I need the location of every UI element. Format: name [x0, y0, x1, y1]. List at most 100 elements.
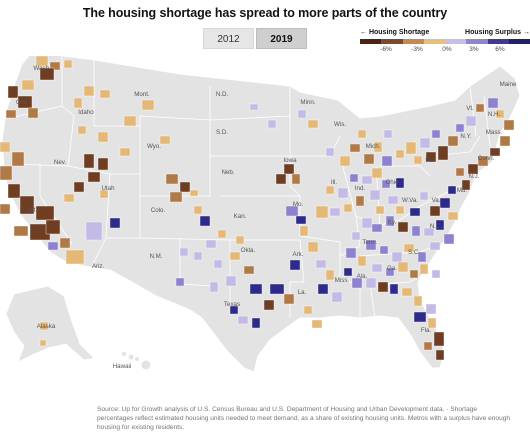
metro-area	[423, 227, 435, 237]
state-label: Nev.	[54, 159, 67, 166]
legend-swatch	[487, 39, 509, 44]
state-label: Texas	[224, 301, 240, 308]
metro-area	[325, 269, 335, 281]
metro-area	[65, 249, 85, 265]
state-label: La.	[298, 289, 307, 296]
state-label: N.J.	[468, 173, 479, 180]
state-label: Mont.	[134, 91, 150, 98]
metro-area	[315, 205, 329, 219]
state-label: Conn.	[478, 155, 495, 162]
metro-area	[99, 189, 109, 199]
metro-area	[363, 153, 375, 165]
metro-area	[285, 205, 299, 217]
state-label: Ark.	[292, 251, 303, 258]
state-label: S.C.	[408, 249, 420, 256]
metro-area	[209, 281, 219, 293]
metro-area	[315, 259, 327, 269]
state-label: N.D.	[216, 91, 229, 98]
metro-area	[375, 205, 385, 215]
metro-area	[447, 185, 457, 195]
year-2019-button[interactable]: 2019	[256, 28, 307, 49]
metro-area	[295, 215, 307, 225]
chart-title: The housing shortage has spread to more …	[82, 6, 448, 20]
state-label: Maine	[500, 81, 517, 88]
metro-area	[395, 177, 405, 189]
metro-area	[141, 99, 155, 111]
metro-area	[159, 135, 171, 145]
metro-area	[283, 293, 295, 305]
state-label: Ohio	[385, 179, 399, 186]
metro-area	[269, 283, 285, 295]
metro-area	[83, 153, 95, 169]
metro-area	[349, 173, 359, 183]
metro-area	[429, 241, 441, 251]
state-labels: Wash. Ore. Idaho Mont. Wyo. Nev. Utah Calif. Ari…	[16, 65, 517, 370]
metro-area	[35, 56, 49, 67]
metro-area	[263, 299, 275, 311]
state-label: N.C.	[430, 223, 443, 230]
metro-area	[381, 179, 391, 189]
metro-area	[419, 137, 431, 149]
metro-area	[217, 229, 227, 239]
metro-area	[443, 233, 455, 245]
metro-area	[431, 129, 441, 139]
metro-area	[369, 189, 381, 201]
state-label: Pa.	[425, 157, 435, 164]
metro-area	[179, 181, 191, 193]
color-legend: ← Housing Shortage Housing Surplus → -6%…	[360, 28, 530, 56]
state-label: Ariz.	[92, 263, 105, 270]
metro-area	[423, 341, 433, 351]
metro-area	[77, 125, 87, 135]
legend-tick: -6%	[380, 46, 392, 53]
metro-area	[397, 221, 409, 233]
metro-area	[417, 251, 427, 263]
state-label: Tenn.	[362, 239, 377, 246]
metro-area	[39, 339, 47, 347]
state-label: Md.	[457, 187, 468, 194]
metro-area	[39, 321, 49, 331]
state-label: Alaska	[37, 323, 56, 330]
metro-area	[289, 259, 301, 271]
metro-area	[5, 109, 17, 119]
metro-area	[297, 109, 307, 119]
legend-swatch	[381, 39, 403, 44]
metro-area	[47, 241, 59, 251]
year-2012-button[interactable]: 2012	[203, 28, 254, 49]
metro-area	[467, 163, 479, 175]
legend-surplus-label: Housing Surplus →	[465, 29, 530, 36]
legend-swatch	[466, 39, 488, 44]
metro-area	[49, 61, 61, 71]
metro-area	[419, 263, 429, 275]
metro-area	[395, 149, 405, 159]
metro-area	[21, 79, 35, 91]
metro-area	[213, 259, 223, 269]
metro-area	[307, 119, 319, 129]
metro-area	[299, 225, 309, 237]
metro-area	[477, 155, 489, 167]
metro-area	[425, 151, 437, 163]
metro-area	[97, 157, 109, 171]
metro-area	[409, 207, 421, 217]
metro-area	[503, 119, 515, 131]
state-label: Colo.	[151, 207, 166, 214]
metro-area	[237, 315, 249, 325]
metro-area	[267, 119, 277, 129]
metro-area	[165, 173, 179, 185]
state-label: Mass.	[486, 129, 503, 136]
metro-area	[7, 183, 21, 199]
metro-area	[355, 195, 365, 207]
metro-area	[381, 155, 393, 167]
metro-area	[371, 167, 383, 179]
metro-area	[331, 291, 343, 303]
metro-area	[249, 283, 263, 295]
metro-area	[193, 205, 203, 215]
metro-area	[427, 317, 437, 329]
state-label: N.H.	[488, 111, 501, 118]
metro-area	[351, 277, 363, 289]
metro-area	[343, 267, 353, 277]
legend-swatch	[445, 39, 467, 44]
metro-area	[39, 67, 55, 81]
state-label: Okla.	[241, 247, 256, 254]
source-note: Source: Up for Growth analysis of U.S. C…	[97, 406, 511, 431]
metro-area	[249, 103, 259, 111]
